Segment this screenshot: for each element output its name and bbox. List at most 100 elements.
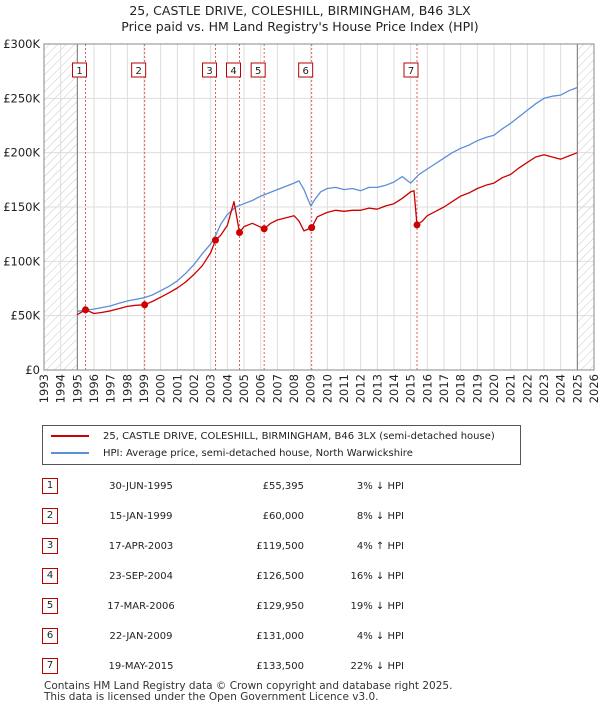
x-tick-label: 2005	[237, 374, 251, 403]
sale-label-box	[202, 62, 217, 78]
x-tick-label: 1996	[87, 374, 101, 403]
y-tick-label: £50K	[11, 309, 41, 323]
x-tick-label: 2023	[537, 374, 551, 403]
sale-hpi-diff: 22% ↓ HPI	[350, 660, 404, 672]
sales-table: 1 30-JUN-1995 £55,395 3% ↓ HPI 2 15-JAN-…	[42, 471, 404, 681]
sale-point	[141, 301, 149, 309]
sale-label-box	[298, 62, 314, 78]
sale-price: £133,500	[256, 660, 304, 672]
price-chart: 1 2 3 4 5 6 7 £0 £50K £100K £150K £200K £250K £300K 19…	[3, 37, 600, 403]
sale-price: £129,950	[256, 600, 304, 612]
table-row: 1 30-JUN-1995 £55,395 3% ↓ HPI	[42, 471, 404, 501]
legend-swatch-property	[51, 435, 89, 437]
table-row: 3 17-APR-2003 £119,500 4% ↑ HPI	[42, 531, 404, 561]
sale-point	[236, 229, 243, 237]
footer-line1: Contains HM Land Registry data © Crown c…	[44, 680, 453, 692]
x-tick-label: 2006	[254, 374, 268, 403]
sale-date: 22-JAN-2009	[109, 630, 173, 642]
table-row: 5 17-MAR-2006 £129,950 19% ↓ HPI	[42, 591, 404, 621]
sale-hpi-diff: 4% ↑ HPI	[356, 540, 404, 552]
x-tick-label: 2003	[204, 374, 218, 403]
x-tick-label: 2004	[220, 374, 234, 403]
sale-number-badge: 2	[42, 508, 58, 524]
y-tick-label: £150K	[3, 200, 40, 214]
x-tick-label: 2011	[337, 374, 351, 403]
sale-label-text: 6	[302, 66, 308, 77]
x-tick-label: 2024	[554, 374, 568, 403]
sale-number-badge: 7	[42, 658, 58, 674]
sale-label-box	[72, 62, 87, 78]
x-tick-label: 2013	[370, 374, 384, 403]
sale-number-badge: 4	[42, 568, 58, 584]
sale-price: £131,000	[256, 630, 304, 642]
sale-hpi-diff: 19% ↓ HPI	[350, 600, 404, 612]
x-tick-label: 2016	[420, 374, 434, 403]
y-tick-label: £300K	[3, 37, 40, 51]
sale-point	[82, 306, 89, 314]
legend-item-property: 25, CASTLE DRIVE, COLESHILL, BIRMINGHAM,…	[51, 428, 495, 444]
sale-price: £126,500	[256, 570, 304, 582]
y-tick-label: £0	[25, 363, 40, 377]
x-tick-label: 2017	[437, 374, 451, 403]
sale-label-box	[403, 62, 419, 78]
legend-label-property: 25, CASTLE DRIVE, COLESHILL, BIRMINGHAM,…	[103, 430, 495, 442]
sale-label-text: 4	[230, 66, 236, 77]
table-row: 2 15-JAN-1999 £60,000 8% ↓ HPI	[42, 501, 404, 531]
sale-date: 17-MAR-2006	[107, 600, 175, 612]
sale-hpi-diff: 8% ↓ HPI	[356, 510, 404, 522]
x-tick-label: 2014	[387, 374, 401, 403]
y-tick-label: £250K	[3, 91, 40, 105]
sale-number-badge: 1	[42, 478, 58, 494]
sale-number-badge: 3	[42, 538, 58, 554]
legend-item-hpi: HPI: Average price, semi-detached house,…	[51, 445, 413, 461]
plot-border	[43, 43, 595, 371]
sale-label-text: 7	[408, 66, 414, 77]
x-tick-label: 2025	[570, 374, 584, 403]
x-tick-label: 2002	[187, 374, 201, 403]
x-tick-label: 1999	[137, 374, 151, 403]
sale-label-box	[131, 62, 147, 78]
x-tick-label: 2000	[154, 374, 168, 403]
sale-point	[260, 225, 268, 233]
sale-label-text: 5	[255, 66, 261, 77]
x-tick-label: 2010	[320, 374, 334, 403]
sale-hpi-diff: 16% ↓ HPI	[350, 570, 404, 582]
property-series-line	[76, 152, 578, 316]
footer-line2: This data is licensed under the Open Gov…	[44, 691, 379, 703]
y-tick-label: £100K	[3, 254, 40, 268]
x-tick-label: 2015	[404, 374, 418, 403]
sale-hpi-diff: 3% ↓ HPI	[356, 480, 404, 492]
sale-point	[308, 224, 316, 232]
x-tick-label: 2009	[304, 374, 318, 403]
x-tick-label: 1998	[120, 374, 134, 403]
table-row: 7 19-MAY-2015 £133,500 22% ↓ HPI	[42, 651, 404, 681]
sale-date: 30-JUN-1995	[109, 480, 173, 492]
sale-label-text: 3	[206, 66, 212, 77]
x-tick-label: 2012	[354, 374, 368, 403]
x-tick-label: 2001	[170, 374, 184, 403]
legend-swatch-hpi	[51, 452, 89, 454]
legend-label-hpi: HPI: Average price, semi-detached house,…	[103, 447, 413, 459]
sale-date: 23-SEP-2004	[109, 570, 173, 582]
sale-date: 15-JAN-1999	[109, 510, 173, 522]
x-tick-label: 1997	[104, 374, 118, 403]
footer-attribution: Contains HM Land Registry data © Crown c…	[44, 681, 452, 703]
x-tick-label: 2020	[487, 374, 501, 403]
x-tick-label: 2026	[587, 374, 600, 403]
sale-label-box	[226, 62, 241, 78]
chart-legend: 25, CASTLE DRIVE, COLESHILL, BIRMINGHAM,…	[42, 425, 521, 465]
hpi-series-line	[77, 86, 578, 312]
x-tick-label: 2022	[520, 374, 534, 403]
sale-point	[413, 221, 421, 229]
x-tick-label: 2007	[270, 374, 284, 403]
x-tick-label: 1995	[70, 374, 84, 403]
x-tick-label: 2008	[287, 374, 301, 403]
sale-point	[212, 236, 219, 244]
y-tick-label: £200K	[3, 146, 40, 160]
sale-price: £60,000	[262, 510, 304, 522]
sale-label-box	[250, 62, 266, 78]
table-row: 6 22-JAN-2009 £131,000 4% ↓ HPI	[42, 621, 404, 651]
x-tick-label: 1994	[54, 374, 68, 403]
chart-title-line1: 25, CASTLE DRIVE, COLESHILL, BIRMINGHAM,…	[129, 3, 471, 18]
sale-number-badge: 6	[42, 628, 58, 644]
